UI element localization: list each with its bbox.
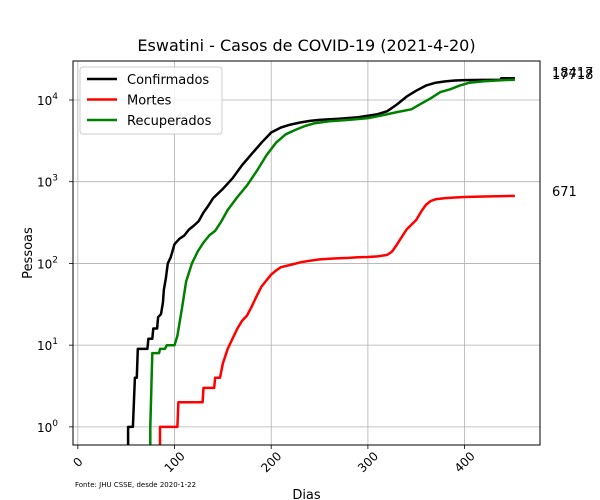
y-tick-label: 103	[37, 174, 58, 190]
legend: Confirmados Mortes Recuperados	[79, 66, 223, 135]
y-tick-label: 104	[37, 92, 58, 108]
x-tick-label: 300	[355, 449, 381, 475]
series-lines	[126, 77, 515, 445]
x-tick-label: 0	[70, 455, 85, 470]
legend-label: Confirmados	[127, 73, 209, 88]
series-line-recuperados	[149, 78, 515, 445]
axis-ticks: 0 100 200 300 400 100 101 102 103 104	[37, 92, 478, 475]
x-tick-label: 400	[452, 449, 478, 475]
end-label: 671	[552, 185, 577, 200]
legend-box	[79, 66, 223, 135]
chart-title: Eswatini - Casos de COVID-19 (2021-4-20)	[137, 36, 475, 55]
y-tick-label: 102	[37, 255, 58, 271]
y-tick-label: 100	[37, 419, 58, 435]
source-note: Fonte: JHU CSSE, desde 2020-1-22	[75, 481, 196, 489]
y-axis-label: Pessoas	[21, 227, 36, 279]
end-label: 18417	[552, 66, 593, 81]
plot-frame	[72, 60, 541, 446]
end-label: 17718	[552, 68, 593, 83]
series-line-mortes	[158, 194, 515, 445]
legend-label: Mortes	[127, 94, 172, 109]
x-tick-label: 200	[258, 449, 284, 475]
x-tick-label: 100	[162, 449, 188, 475]
y-tick-label: 101	[37, 337, 58, 353]
series-line-confirmados	[126, 77, 515, 445]
legend-label: Recuperados	[127, 114, 212, 129]
x-axis-label: Dias	[292, 488, 321, 500]
